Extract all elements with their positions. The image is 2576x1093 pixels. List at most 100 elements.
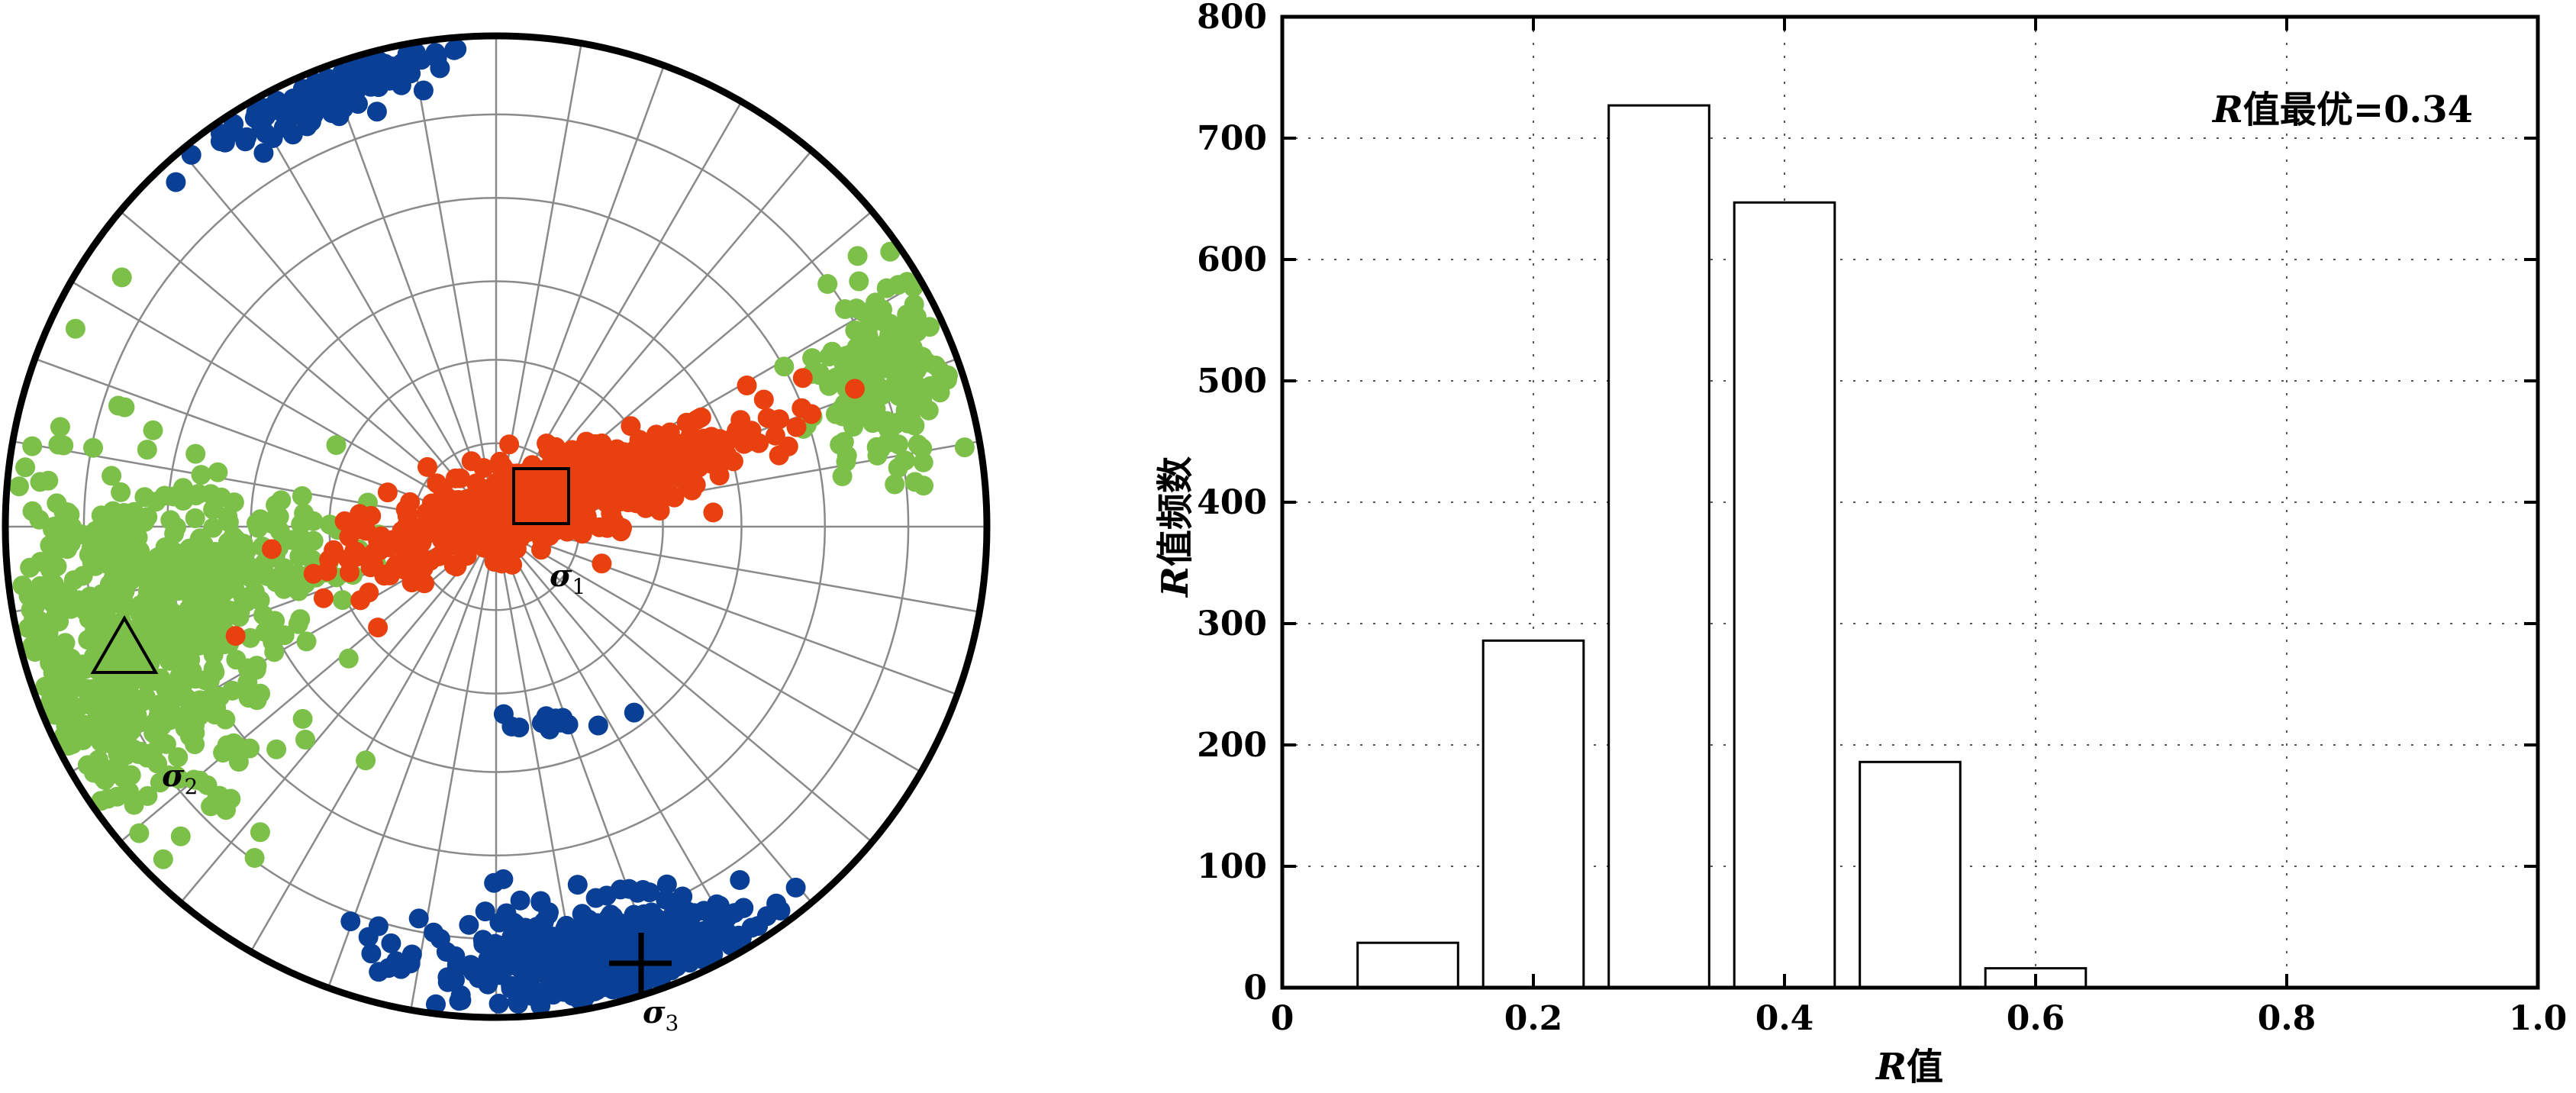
- sigma3-point: [498, 956, 518, 976]
- sigma1-point: [499, 434, 520, 455]
- sigma2-point: [326, 435, 347, 456]
- sigma3-point: [472, 930, 493, 950]
- sigma2-point: [912, 347, 933, 367]
- sigma3-point: [271, 96, 292, 117]
- sigma2-point: [227, 736, 248, 756]
- sigma2-point: [78, 630, 98, 650]
- sigma3-point: [489, 912, 510, 933]
- sigma3-point: [253, 98, 274, 118]
- axis-ticks: [1281, 15, 2539, 989]
- histogram-bar: [1356, 941, 1459, 989]
- sigma2-point: [185, 508, 205, 528]
- sigma2-point: [132, 692, 153, 712]
- sigma2-point: [90, 589, 111, 610]
- sigma1-point: [685, 456, 704, 476]
- sigma2-point: [143, 420, 163, 440]
- sigma3-label: σ3: [643, 995, 679, 1036]
- sigma1-point: [577, 466, 598, 486]
- sigma2-point: [150, 772, 170, 793]
- sigma2-point: [208, 462, 228, 482]
- x-axis-label: R值: [1875, 1046, 1943, 1088]
- sigma3-point: [361, 943, 382, 964]
- sigma2-point: [143, 723, 164, 743]
- sigma3-point: [305, 73, 326, 93]
- sigma3-point: [400, 47, 421, 68]
- sigma3-point: [306, 100, 327, 121]
- sigma1-point: [792, 368, 813, 389]
- sigma2-point: [173, 491, 193, 511]
- sigma2-point: [92, 729, 113, 750]
- sigma1-point: [421, 512, 441, 533]
- sigma1-point: [350, 504, 370, 524]
- sigma2-point: [294, 503, 314, 524]
- sigma2-point: [121, 765, 141, 785]
- sigma1-point: [753, 389, 774, 410]
- sigma3-point: [509, 717, 530, 738]
- sigma2-point: [885, 474, 905, 495]
- x-tick-label: 0: [1271, 999, 1294, 1038]
- sigma3-point: [508, 991, 528, 1011]
- sigma2-point: [190, 528, 211, 549]
- sigma2-point: [246, 659, 266, 680]
- sigma2-point: [163, 602, 183, 623]
- sigma2-point: [102, 466, 122, 486]
- sigma2-point: [137, 440, 157, 460]
- sigma1-point: [757, 408, 778, 428]
- sigma2-point: [266, 739, 287, 759]
- sigma2-point: [47, 556, 67, 577]
- sigma1-square-marker: [512, 467, 570, 525]
- x-tick-label: 0.4: [1755, 999, 1814, 1038]
- sigma3-point: [741, 917, 762, 938]
- sigma1-point: [492, 456, 513, 477]
- sigma2-point: [290, 609, 311, 630]
- sigma2-point: [888, 275, 908, 295]
- sigma3-point: [555, 919, 575, 940]
- sigma3-point: [663, 917, 684, 937]
- x-tick-label: 0.8: [2258, 999, 2316, 1038]
- sigma1-point: [360, 557, 381, 578]
- sigma2-point: [911, 395, 931, 415]
- sigma3-point: [463, 962, 483, 982]
- sigma2-point: [115, 517, 136, 538]
- x-tick-label: 1.0: [2509, 999, 2568, 1038]
- sigma1-point: [845, 379, 865, 399]
- sigma1-point: [398, 554, 418, 575]
- sigma2-point: [218, 506, 238, 527]
- sigma2-point: [99, 544, 120, 564]
- sigma1-point: [479, 492, 500, 512]
- sigma2-point: [131, 741, 151, 762]
- sigma1-point: [694, 428, 714, 449]
- sigma2-point: [64, 596, 85, 617]
- y-tick-label: 700: [1197, 119, 1267, 158]
- sigma1-point: [531, 540, 551, 560]
- sigma2-point: [197, 775, 218, 795]
- sigma3-point: [381, 933, 401, 953]
- sigma3-point: [321, 96, 342, 117]
- sigma2-point: [170, 826, 191, 846]
- sigma1-point: [572, 524, 592, 544]
- sigma1-label: σ1: [550, 558, 585, 599]
- sigma2-point: [48, 677, 69, 698]
- sigma1-point: [401, 572, 422, 593]
- sigma1-point: [657, 450, 678, 470]
- sigma3-point: [340, 911, 361, 932]
- sigma3-point: [609, 921, 630, 942]
- sigma3-point: [515, 973, 536, 994]
- sigma3-point: [256, 123, 276, 143]
- histogram-bar: [1481, 639, 1585, 989]
- sigma2-point: [295, 730, 315, 750]
- y-tick-label: 600: [1197, 240, 1267, 279]
- sigma2-point: [338, 648, 359, 669]
- sigma1-point: [541, 463, 562, 484]
- sigma1-point: [377, 482, 398, 503]
- sigma2-point: [914, 476, 933, 496]
- sigma2-point: [877, 330, 898, 351]
- sigma2-point: [802, 348, 823, 369]
- sigma3-point: [654, 934, 675, 955]
- sigma2-point: [888, 385, 909, 406]
- y-tick-label: 100: [1197, 847, 1267, 886]
- sigma2-point: [332, 590, 353, 611]
- sigma2-point: [124, 795, 144, 815]
- sigma3-point: [602, 979, 623, 1000]
- x-tick-labels: 0 0.2 0.4 0.6 0.8 1.0: [1271, 999, 2568, 1038]
